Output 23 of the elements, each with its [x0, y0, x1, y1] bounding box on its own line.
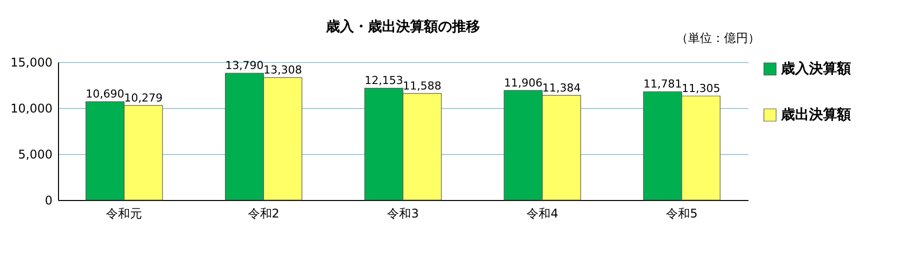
- y-tick-label: 5,000: [18, 148, 52, 162]
- data-label: 11,305: [682, 82, 720, 95]
- x-tick-label: 令和3: [387, 206, 419, 220]
- data-label: 13,790: [225, 59, 264, 72]
- data-label: 12,153: [364, 74, 404, 88]
- data-label: 11,384: [542, 81, 581, 94]
- data-label: 13,308: [264, 64, 302, 77]
- chart-title: 歳入・歳出決算額の推移: [325, 18, 480, 35]
- data-label: 11,781: [643, 78, 682, 91]
- legend-label: 歳出決算額: [780, 106, 851, 123]
- legend-label: 歳入決算額: [780, 60, 851, 77]
- y-tick-label: 10,000: [10, 102, 52, 116]
- data-label: 10,690: [86, 88, 124, 101]
- y-tick-label: 0: [44, 194, 52, 208]
- data-label: 11,906: [504, 76, 542, 90]
- data-label: 10,279: [124, 91, 163, 104]
- x-tick-label: 令和4: [526, 206, 558, 220]
- data-label: 11,588: [402, 79, 442, 92]
- x-tick-label: 令和5: [666, 206, 698, 220]
- y-tick-label: 15,000: [10, 56, 52, 70]
- x-tick-label: 令和2: [248, 206, 280, 220]
- text: （単位：億円）: [676, 30, 760, 47]
- x-tick-label: 令和元: [106, 206, 142, 220]
